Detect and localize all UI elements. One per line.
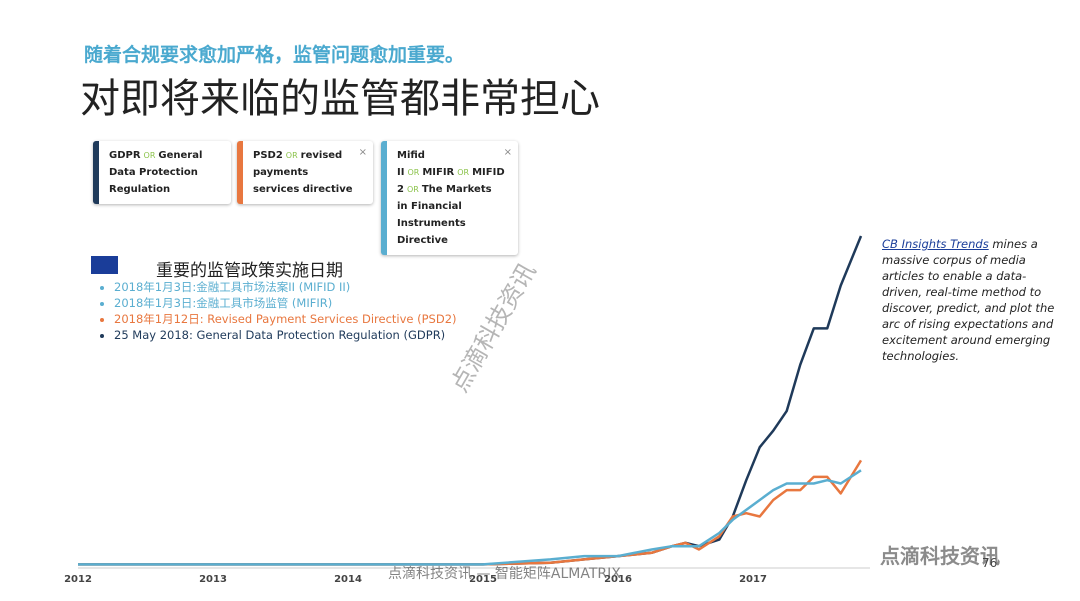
policy-heading: 重要的监管政策实施日期 [156, 261, 343, 281]
x-tick-label: 2014 [334, 574, 362, 585]
policy-item: 25 May 2018: General Data Protection Reg… [114, 327, 457, 343]
close-icon[interactable]: × [503, 147, 512, 158]
legend-term: MIFIR [422, 167, 455, 178]
x-tick-label: 2013 [199, 574, 227, 585]
note-link[interactable]: CB Insights Trends [882, 237, 989, 251]
legend-term: The Markets in Financial Instruments Dir… [397, 184, 492, 246]
policy-item: 2018年1月3日:金融工具市场监管 (MIFIR) [114, 295, 457, 311]
eu-flag [91, 256, 118, 274]
or-word: OR [406, 185, 419, 194]
x-tick-label: 2017 [739, 574, 767, 585]
footer: 点滴科技资讯 — 智能矩阵ALMATRIX [388, 566, 621, 582]
logo: 点滴科技资讯 [880, 544, 1000, 568]
series-line [78, 469, 862, 566]
legend-term: General Data Protection Regulation [109, 150, 203, 195]
legend-term: revised payments services directive [253, 150, 353, 195]
close-icon[interactable]: × [358, 147, 367, 158]
x-tick-label: 2016 [604, 574, 632, 585]
or-word: OR [143, 151, 156, 160]
x-tick-label: 2012 [64, 574, 92, 585]
or-word: OR [285, 151, 298, 160]
page-number: 76 [982, 556, 998, 570]
policy-list: 2018年1月3日:金融工具市场法案II (MIFID II)2018年1月3日… [100, 279, 457, 343]
note-text: mines a massive corpus of media articles… [882, 237, 1055, 363]
or-word: OR [407, 168, 420, 177]
x-tick-label: 2015 [469, 574, 497, 585]
note: CB Insights Trends mines a massive corpu… [882, 236, 1062, 364]
legend-term: PSD2 [253, 150, 283, 161]
legend-chip: PSD2 OR revised payments services directiv… [237, 141, 373, 204]
legend-term: Mifid II [397, 150, 425, 178]
subtitle: 随着合规要求愈加严格，监管问题愈加重要。 [84, 44, 465, 66]
policy-item: 2018年1月3日:金融工具市场法案II (MIFID II) [114, 279, 457, 295]
legend-term: GDPR [109, 150, 141, 161]
title: 对即将来临的监管都非常担心 [80, 76, 600, 122]
legend-term: MIFID 2 [397, 167, 505, 195]
legend-chip: GDPR OR General Data Protection Regulation [93, 141, 231, 204]
policy-item: 2018年1月12日: Revised Payment Services Dir… [114, 311, 457, 327]
or-word: OR [457, 168, 470, 177]
legend-chip: Mifid II OR MIFIR OR MIFID 2 OR The Markets in… [381, 141, 518, 255]
